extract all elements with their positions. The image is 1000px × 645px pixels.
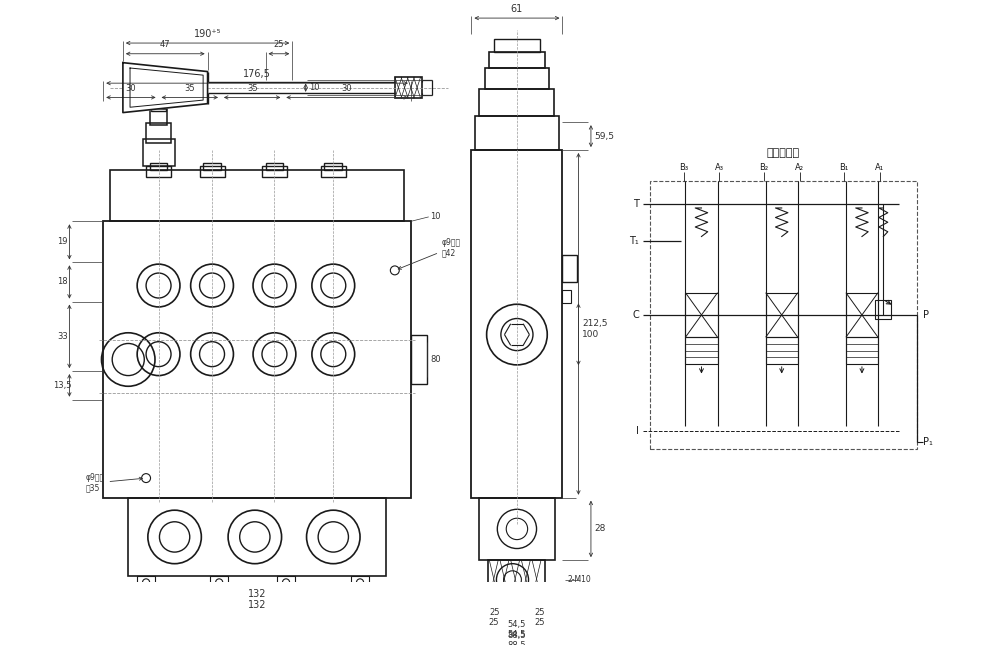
Text: 30: 30 [342,84,352,93]
Text: 100: 100 [582,330,599,339]
Bar [324,163,342,170]
Text: 54,5: 54,5 [508,620,526,629]
Text: 132: 132 [248,600,266,610]
Text: 18: 18 [57,277,68,286]
Text: 88,5: 88,5 [508,641,526,645]
Bar [485,68,549,90]
Bar [846,293,878,337]
Bar [146,166,171,177]
Bar [479,90,554,116]
Bar [150,109,167,125]
Text: 液压原理图: 液压原理图 [767,148,800,157]
Text: 10: 10 [309,83,320,92]
Bar [143,139,175,166]
Bar [321,166,346,177]
Polygon shape [123,63,208,113]
Bar [203,163,221,170]
Text: 25: 25 [274,40,284,49]
Text: B₁: B₁ [839,163,849,172]
Bar [103,221,411,498]
Text: B₂: B₂ [759,163,768,172]
Bar [200,166,225,177]
Text: 132: 132 [248,590,266,599]
Text: φ9螺孔
富42: φ9螺孔 富42 [398,238,461,269]
Bar [411,335,427,384]
Bar [151,100,166,111]
Bar [128,498,386,576]
Bar [351,576,369,589]
Bar [766,337,798,364]
Text: 212,5: 212,5 [582,319,608,328]
Bar [562,290,571,303]
Bar [262,166,287,177]
Bar [266,163,283,170]
Text: 47: 47 [160,40,171,49]
Bar [277,576,295,589]
Bar [562,255,577,282]
Bar [685,293,718,337]
Text: 28: 28 [594,524,606,533]
Text: 10: 10 [430,212,441,221]
Text: 25: 25 [534,618,544,627]
Bar [494,39,540,52]
Text: A₁: A₁ [875,163,884,172]
Text: 2-M10: 2-M10 [568,575,592,584]
Text: 25: 25 [489,618,499,627]
Text: C: C [632,310,639,320]
Bar [685,337,718,364]
Text: 25: 25 [489,608,499,617]
Bar [488,560,545,597]
Bar [146,123,171,143]
Bar [766,293,798,337]
Text: P: P [923,310,929,320]
Text: 176,5: 176,5 [243,69,271,79]
Text: T₁: T₁ [629,236,639,246]
Bar [484,597,500,608]
Text: B₃: B₃ [679,163,688,172]
Text: 19: 19 [57,237,67,246]
Text: 25: 25 [534,608,545,617]
Bar [150,163,167,170]
Bar [650,181,917,449]
Text: 35: 35 [184,84,195,93]
Bar [479,498,555,560]
Text: 13,5: 13,5 [53,381,72,390]
Text: I: I [636,426,639,436]
Text: 59,5: 59,5 [594,132,614,141]
Bar [846,337,878,364]
Text: 54,5: 54,5 [508,630,526,639]
Text: P₁: P₁ [923,437,932,446]
Bar [395,77,422,98]
Bar [110,170,404,221]
Text: A₃: A₃ [715,163,724,172]
Bar [475,116,559,150]
Bar [210,576,228,589]
Text: φ9螺孔
富35: φ9螺孔 富35 [85,473,142,493]
Bar [137,576,155,589]
Text: A₂: A₂ [795,163,804,172]
Bar [875,300,891,319]
Text: 33: 33 [57,332,68,341]
Bar [471,150,562,498]
Text: 190⁺⁵: 190⁺⁵ [194,28,221,39]
Text: 35: 35 [247,84,257,93]
Text: 88,5: 88,5 [508,631,526,640]
Text: T: T [633,199,639,208]
Text: 61: 61 [511,4,523,14]
Text: 80: 80 [430,355,441,364]
Bar [489,52,545,68]
Text: 30: 30 [126,84,136,93]
